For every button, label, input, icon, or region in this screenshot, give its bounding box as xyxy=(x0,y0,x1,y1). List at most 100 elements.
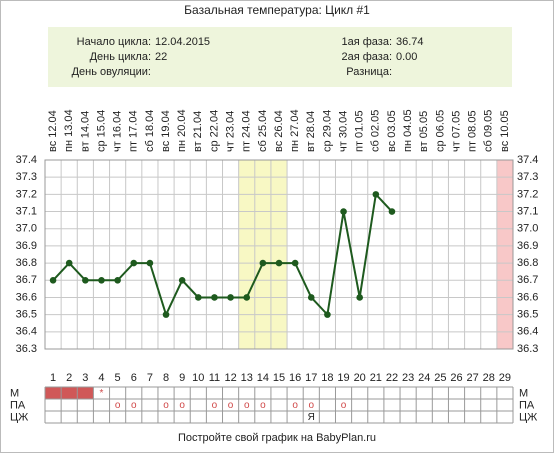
temperature-point xyxy=(98,276,105,284)
info-label: 1ая фаза: xyxy=(341,36,392,48)
info-box xyxy=(48,27,512,87)
x-tick-label: 2 xyxy=(66,372,72,384)
x-tick-label: 13 xyxy=(241,372,253,384)
info-value: 36.74 xyxy=(396,36,424,48)
y-tick-label-right: 37.2 xyxy=(517,188,538,200)
temperature-point xyxy=(227,294,234,301)
date-label: ср 15.04 xyxy=(95,110,107,152)
y-tick-label: 37.0 xyxy=(16,223,37,235)
x-tick-label: 29 xyxy=(499,372,511,384)
cell-mark: o xyxy=(228,400,234,411)
x-tick-label: 21 xyxy=(370,372,382,384)
x-tick-label: 20 xyxy=(354,372,366,384)
temperature-point xyxy=(162,311,170,318)
info-label: Начало цикла: xyxy=(77,36,151,48)
y-tick-label: 36.6 xyxy=(16,291,37,303)
date-label: вс 10.05 xyxy=(499,110,511,152)
date-label: пт 01.05 xyxy=(354,110,366,152)
cell-mark: o xyxy=(163,400,169,411)
date-label: ср 22.04 xyxy=(208,110,220,152)
row-label: М xyxy=(10,387,19,399)
cell-mark: o xyxy=(341,400,347,411)
temperature-point xyxy=(259,259,267,267)
temperature-point xyxy=(356,294,363,301)
date-label: вс 03.05 xyxy=(386,110,398,152)
x-tick-label: 1 xyxy=(50,372,56,384)
date-label: сб 02.05 xyxy=(370,110,382,152)
y-tick-label-right: 36.9 xyxy=(517,240,538,252)
cell-mark: * xyxy=(100,388,104,399)
x-tick-label: 14 xyxy=(257,372,269,384)
date-label: пн 27.04 xyxy=(289,109,301,152)
y-tick-label-right: 37.1 xyxy=(517,205,538,217)
y-tick-label-right: 36.3 xyxy=(517,343,538,355)
y-tick-label-right: 36.8 xyxy=(517,257,538,269)
y-tick-label: 37.1 xyxy=(16,205,37,217)
temperature-point xyxy=(82,276,89,284)
cell-mark: o xyxy=(179,400,185,411)
row-label: ЦЖ xyxy=(10,411,28,423)
y-tick-label-right: 36.5 xyxy=(517,309,538,321)
row-label-right: М xyxy=(519,387,528,399)
x-tick-label: 9 xyxy=(179,372,185,384)
x-tick-label: 6 xyxy=(131,372,137,384)
temperature-point xyxy=(130,259,138,267)
temperature-point xyxy=(388,208,396,215)
date-label: вт 05.05 xyxy=(418,111,430,152)
y-tick-label: 37.2 xyxy=(16,188,37,200)
chart-title: Базальная температура: Цикл #1 xyxy=(184,3,370,17)
date-label: ср 29.04 xyxy=(321,110,333,152)
x-tick-label: 16 xyxy=(289,372,301,384)
y-tick-label: 36.3 xyxy=(16,343,37,355)
filled-cell xyxy=(45,387,62,399)
temperature-point xyxy=(243,294,251,301)
cell-mark: o xyxy=(131,400,137,411)
filled-cell xyxy=(77,387,94,399)
temperature-point xyxy=(114,276,121,284)
y-tick-label-right: 36.6 xyxy=(517,291,538,303)
temperature-point xyxy=(275,259,283,267)
date-label: чт 30.04 xyxy=(337,111,349,152)
date-label: ср 06.05 xyxy=(434,110,446,152)
x-tick-label: 4 xyxy=(98,372,104,384)
cell-mark: o xyxy=(212,400,218,411)
y-tick-label: 37.3 xyxy=(16,171,37,183)
x-tick-label: 25 xyxy=(434,372,446,384)
date-label: вт 21.04 xyxy=(192,111,204,152)
info-value: 12.04.2015 xyxy=(155,36,210,48)
temperature-point xyxy=(211,294,218,301)
temperature-line xyxy=(52,192,393,318)
row-label-right: ПА xyxy=(519,399,535,411)
x-tick-label: 8 xyxy=(163,372,169,384)
date-label: вт 14.04 xyxy=(79,111,91,152)
x-tick-label: 27 xyxy=(467,372,479,384)
date-label: пн 04.05 xyxy=(402,109,414,152)
date-label: пт 24.04 xyxy=(241,110,253,152)
info-label: Разница: xyxy=(346,66,392,78)
cell-mark: o xyxy=(115,400,121,411)
x-tick-label: 10 xyxy=(192,372,204,384)
date-label: чт 16.04 xyxy=(112,111,124,152)
cell-mark: o xyxy=(292,400,298,411)
x-tick-label: 3 xyxy=(82,372,88,384)
date-label: чт 07.05 xyxy=(450,111,462,152)
y-tick-label: 36.8 xyxy=(16,257,37,269)
row-label-right: ЦЖ xyxy=(519,411,537,423)
y-tick-label: 36.7 xyxy=(16,274,37,286)
date-label: вс 26.04 xyxy=(273,110,285,152)
temperature-point xyxy=(178,276,186,284)
temperature-point xyxy=(195,294,202,301)
filled-cell xyxy=(61,387,78,399)
info-label: День овуляции: xyxy=(72,66,151,78)
x-tick-label: 18 xyxy=(321,372,333,384)
temperature-point xyxy=(340,208,347,215)
y-tick-label-right: 36.4 xyxy=(517,326,538,338)
date-label: вт 28.04 xyxy=(305,111,317,152)
temperature-point xyxy=(65,259,73,267)
date-label: пт 17.04 xyxy=(128,110,140,152)
x-tick-label: 22 xyxy=(386,372,398,384)
x-tick-label: 17 xyxy=(305,372,317,384)
temperature-point xyxy=(372,191,380,198)
temperature-point xyxy=(49,276,57,284)
